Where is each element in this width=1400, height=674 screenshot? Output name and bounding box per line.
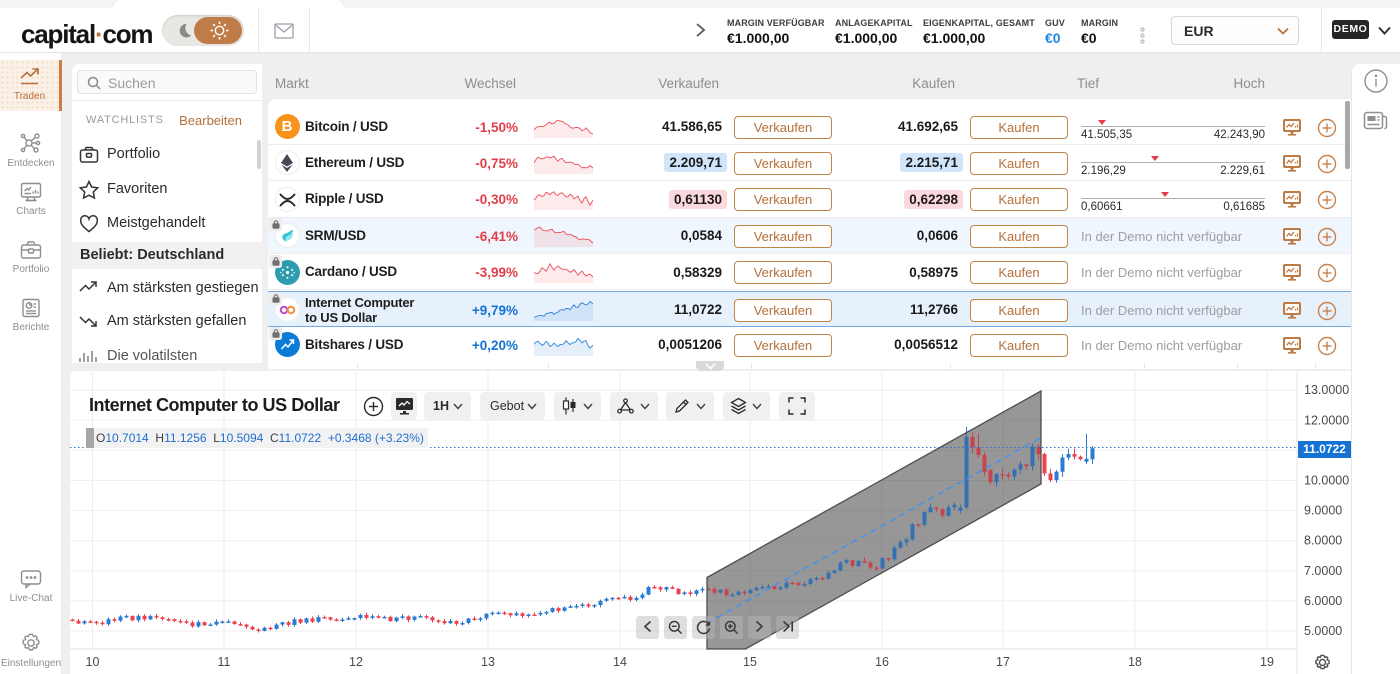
svg-text:10: 10 — [86, 655, 100, 669]
svg-text:19: 19 — [1260, 655, 1274, 669]
svg-text:5.0000: 5.0000 — [1304, 624, 1342, 638]
svg-text:14: 14 — [613, 655, 627, 669]
svg-text:12: 12 — [349, 655, 363, 669]
svg-text:16: 16 — [875, 655, 889, 669]
svg-text:15: 15 — [743, 655, 757, 669]
svg-text:7.0000: 7.0000 — [1304, 564, 1342, 578]
svg-text:18: 18 — [1128, 655, 1142, 669]
svg-text:11: 11 — [218, 655, 231, 669]
svg-text:10.0000: 10.0000 — [1304, 474, 1349, 488]
svg-text:8.0000: 8.0000 — [1304, 534, 1342, 548]
svg-text:9.0000: 9.0000 — [1304, 504, 1342, 518]
svg-text:13: 13 — [481, 655, 495, 669]
svg-text:13.0000: 13.0000 — [1304, 383, 1349, 397]
svg-text:17: 17 — [996, 655, 1010, 669]
svg-text:6.0000: 6.0000 — [1304, 594, 1342, 608]
svg-text:12.0000: 12.0000 — [1304, 413, 1349, 427]
